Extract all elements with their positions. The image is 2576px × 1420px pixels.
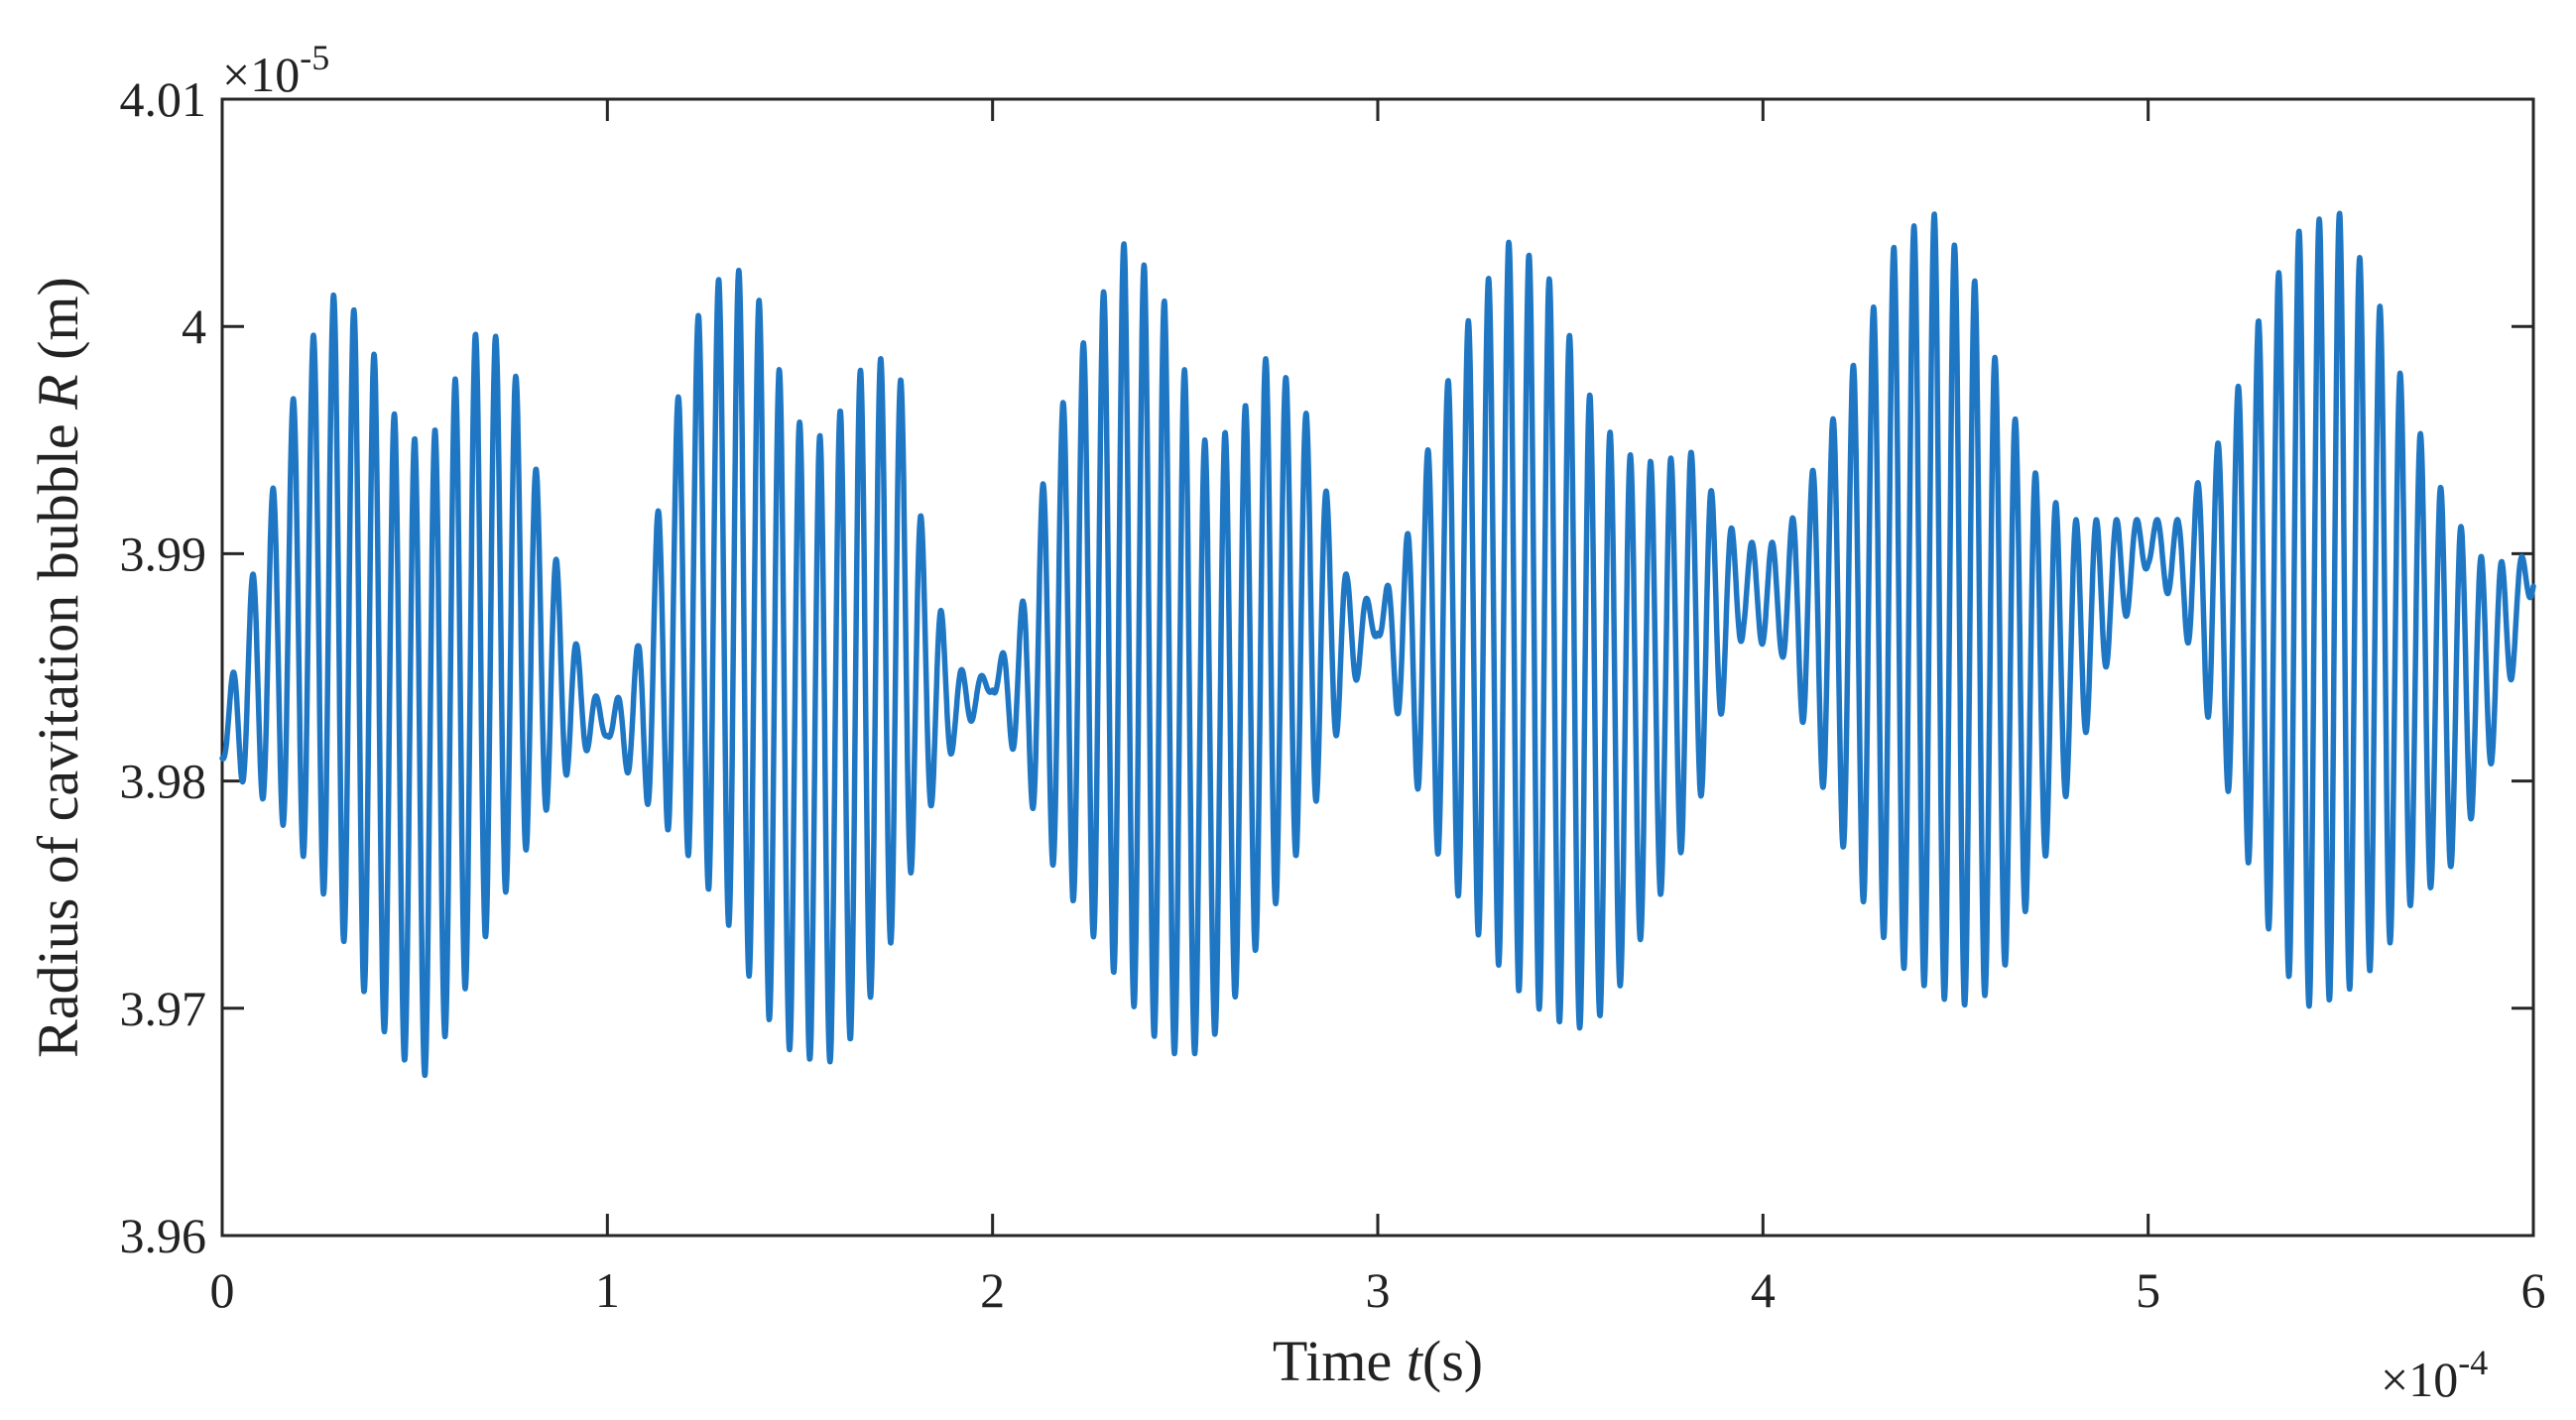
x-axis-label: Time t(s) — [1273, 1329, 1483, 1393]
x-tick-label: 5 — [2136, 1262, 2160, 1318]
y-tick-label: 4 — [182, 298, 206, 354]
series-line — [219, 210, 2536, 1079]
x-tick-label: 3 — [1366, 1262, 1391, 1318]
y-axis-label-prefix: Radius of cavitation bubble — [26, 410, 90, 1058]
plot-frame — [220, 97, 2535, 1238]
y-axis-label-var: R — [26, 374, 90, 410]
x-tick-labels: 0 1 2 3 4 5 6 — [210, 1262, 2546, 1318]
x-multiplier-exp: -4 — [2458, 1343, 2488, 1382]
y-tick-label: 3.98 — [120, 754, 207, 809]
y-axis-label: Radius of cavitation bubble R (m) — [26, 277, 90, 1058]
y-multiplier: ×10-5 — [222, 38, 329, 102]
x-axis-ticks — [220, 99, 2535, 1236]
x-tick-label: 6 — [2521, 1262, 2546, 1318]
y-tick-labels: 3.96 3.97 3.98 3.99 4 4.01 — [120, 71, 207, 1263]
y-axis-label-suffix: (m) — [26, 277, 90, 374]
x-multiplier-base: ×10 — [2381, 1352, 2458, 1407]
y-tick-label: 3.96 — [120, 1208, 207, 1263]
y-tick-label: 3.99 — [120, 526, 207, 581]
x-tick-label: 4 — [1751, 1262, 1776, 1318]
x-tick-label: 2 — [980, 1262, 1005, 1318]
x-tick-label: 1 — [595, 1262, 620, 1318]
x-tick-label: 0 — [210, 1262, 235, 1318]
x-axis-label-prefix: Time — [1273, 1329, 1407, 1393]
y-multiplier-base: ×10 — [222, 47, 300, 102]
y-axis-ticks — [222, 97, 2533, 1238]
x-axis-label-var: t — [1407, 1329, 1424, 1393]
y-multiplier-exp: -5 — [300, 38, 329, 77]
x-axis-label-suffix: (s) — [1422, 1329, 1483, 1393]
y-tick-label: 4.01 — [120, 71, 207, 127]
x-multiplier: ×10-4 — [2381, 1343, 2488, 1407]
y-tick-label: 3.97 — [120, 981, 207, 1036]
